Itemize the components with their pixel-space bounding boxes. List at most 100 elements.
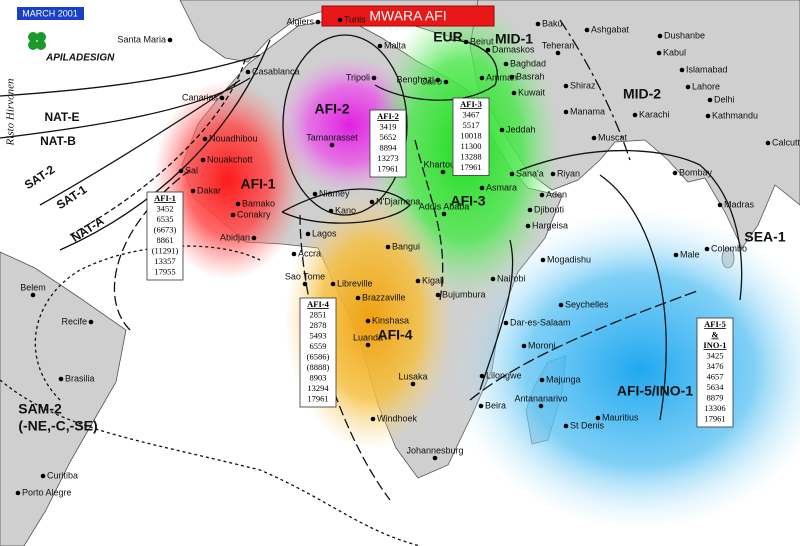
boundaries [0,19,743,546]
region-label: AFI-5/INO-1 [617,383,693,399]
region-label: EUR [433,29,463,45]
city-label: Dushanbe [664,30,705,40]
city-label: Majunga [546,374,581,384]
route-label: SAT-2 [22,162,58,192]
city-dot [479,75,485,81]
leaf [36,32,46,42]
city-dot [15,490,21,496]
frequency: 3476 [707,361,724,371]
city-label: Kuwait [518,87,546,97]
city-dot [312,191,318,197]
city-dot [521,343,527,349]
frequency: 13294 [307,383,329,393]
boundary [469,289,701,401]
city-dot [707,97,713,103]
city-label: Karachi [639,109,670,119]
boundary [282,34,408,216]
city-label: Tunis [344,14,366,24]
city-label: Damaskos [492,44,535,54]
frequency: (6673) [154,224,177,234]
route-label: NAT-E [44,110,79,124]
city-dot [291,251,297,257]
city-label: Beira [485,400,506,410]
boundary [281,188,411,224]
boundary [0,77,251,139]
south-america [0,251,127,546]
city-label: Aden [546,189,567,199]
city-dot [337,17,343,23]
frequency: (8888) [307,362,330,372]
city-dot [563,83,569,89]
city-label: Addis Ababa [419,201,470,211]
frequency: 8894 [380,142,398,152]
city-dot [328,208,334,214]
city-label: Colombo [711,243,747,253]
city-label: Nairobi [497,273,526,283]
city-dot [302,281,308,287]
city-dot [235,201,241,207]
city-label: Cairo [420,76,442,86]
city-dot [539,192,545,198]
boundary [599,174,667,421]
city-label: Porto Alegre [22,487,72,497]
city-label: Khartoum [423,159,462,169]
city-dot [369,199,375,205]
city-dot [219,95,225,101]
region-label: AFI-4 [378,327,413,343]
city-dot [251,235,257,241]
city-label: Santa Maria [117,34,166,44]
city-dot [550,171,556,177]
city-dot [178,168,184,174]
frequency: 11300 [461,141,482,151]
city-label: Sao Tome [285,271,325,281]
brand: APILADESIGN [45,53,115,64]
frequency: 8903 [310,372,327,382]
city-dot [40,473,46,479]
city-dot [415,278,421,284]
city-label: Curitiba [47,470,78,480]
frequency: 2878 [310,320,327,330]
region-label: SEA-1 [744,229,785,245]
city-dot [410,381,416,387]
city-label: Algiers [286,16,314,26]
boundary [559,19,631,161]
city-label: Kathmandu [712,110,758,120]
city-label: Basrah [516,71,545,81]
city-label: Hargeisa [532,220,568,230]
frequency: 13306 [704,403,725,413]
city-label: Antananarivo [514,393,567,403]
city-dot [385,244,391,250]
city-label: Nouakchott [207,154,253,164]
frequency: 13288 [460,151,481,161]
frequency-box-title: AFI-5 [704,319,726,329]
frequency: 17961 [307,393,328,403]
author: Risto Hirvonen [5,78,17,146]
city-label: Dakar [197,185,221,195]
frequency: 4657 [707,371,724,381]
city-dot [704,246,710,252]
frequency: 17955 [154,266,175,276]
city-dot [443,79,449,85]
frequency: 3425 [707,350,724,360]
city-dot [563,423,569,429]
date: MARCH 2001 [22,8,78,18]
frequency: 13273 [377,153,398,163]
city-dot [509,74,515,80]
city-dot [705,113,711,119]
boundary [0,54,261,97]
frequency: 5652 [380,132,397,142]
region-label: AFI-3 [451,193,486,209]
city-dot [463,39,469,45]
region-label: SAM-2 [18,401,62,417]
city-label: Calcutta [772,137,800,147]
city-dot [509,171,515,177]
city-label: Riyan [557,168,580,178]
city-label: Canarias [182,92,219,102]
city-label: Amman [486,72,517,82]
city-label: Accra [298,248,321,258]
city-dot [657,33,663,39]
city-dot [563,109,569,115]
